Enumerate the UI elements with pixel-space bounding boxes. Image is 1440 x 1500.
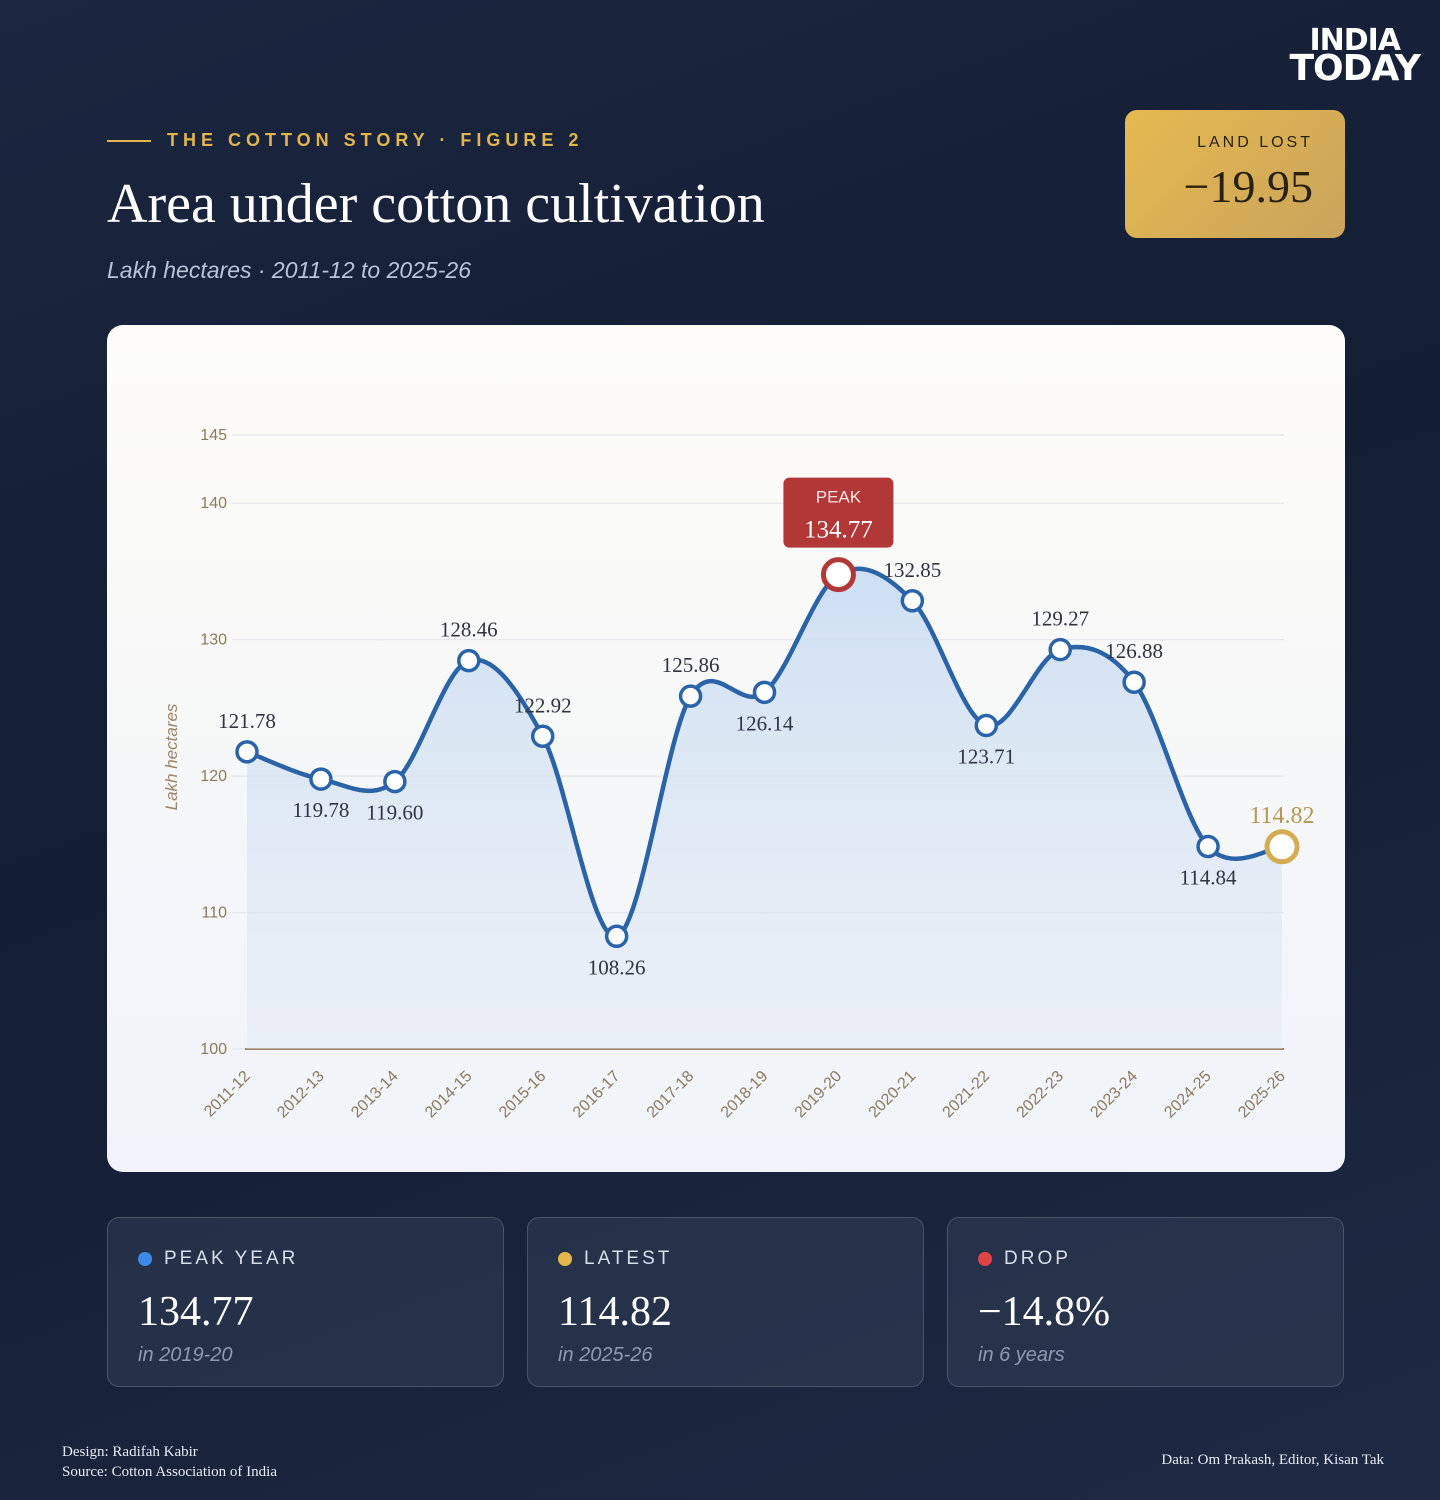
chart: 100 110 120 130 140 145 Lakh hectares 2011-12 12…	[162, 427, 1315, 1122]
x-tick-label: 2012-13	[274, 1068, 328, 1122]
point	[309, 767, 333, 791]
point	[820, 557, 856, 593]
stat-note: in 6 years	[978, 1344, 1065, 1366]
data-label: 114.82	[1249, 803, 1314, 829]
data-label: 126.14	[736, 711, 794, 735]
data-label: 108.26	[588, 955, 646, 979]
data-label: 132.85	[883, 558, 941, 582]
stat-value: 134.77	[138, 1289, 254, 1335]
footer-source: Source: Cotton Association of India	[62, 1464, 277, 1480]
y-axis-label: Lakh hectares	[162, 703, 181, 810]
x-tick-label: 2013-14	[348, 1068, 402, 1122]
stat-label: LATEST	[558, 1248, 893, 1270]
kicker: THE COTTON STORY · FIGURE 2	[107, 130, 583, 151]
data-label: 125.86	[662, 653, 720, 677]
y-tick-label: 110	[201, 905, 227, 922]
logo-line: INDIA	[1309, 23, 1401, 58]
line	[244, 566, 1285, 939]
data-label: 128.46	[440, 618, 498, 642]
point	[604, 924, 629, 949]
badge-value: −19.95	[1183, 161, 1313, 212]
y-tick-label: 140	[200, 495, 227, 512]
stat-card: PEAK YEAR 134.77 in 2019-20	[107, 1217, 504, 1387]
data-label: 122.92	[514, 693, 572, 717]
stat-value: 114.82	[558, 1289, 672, 1335]
peak-box	[783, 477, 894, 548]
point	[530, 724, 555, 749]
stat-label: PEAK YEAR	[138, 1248, 473, 1270]
x-tick-label: 2014-15	[422, 1068, 476, 1122]
logo: INDIA TODAY	[1289, 23, 1421, 89]
badge: LAND LOST −19.95	[1125, 110, 1345, 238]
point	[1196, 834, 1220, 859]
data-label: 129.27	[1031, 607, 1089, 631]
x-tick-label: 2018-19	[718, 1068, 772, 1122]
x-tick-label: 2023-24	[1087, 1068, 1141, 1122]
stat-note: in 2025-26	[558, 1344, 653, 1366]
title: Area under cotton cultivation	[107, 173, 765, 235]
point	[974, 713, 999, 738]
x-tick-label: 2021-22	[940, 1068, 994, 1122]
subtitle: Lakh hectares · 2011-12 to 2025-26	[107, 257, 471, 283]
data-label: 114.84	[1180, 866, 1237, 890]
point	[678, 684, 703, 708]
stat-label-text: LATEST	[584, 1248, 673, 1269]
x-tick-label: 2020-21	[866, 1068, 920, 1122]
chart-card: 100 110 120 130 140 145 Lakh hectares 2011-12 12…	[107, 325, 1345, 1172]
stat-note: in 2019-20	[138, 1344, 233, 1366]
x-tick-label: 2011-12	[201, 1068, 254, 1121]
stat-label: DROP	[978, 1248, 1313, 1270]
footer-data: Data: Om Prakash, Editor, Kisan Tak	[1161, 1452, 1384, 1468]
x-tick-label: 2016-17	[570, 1068, 624, 1122]
x-tick-label: 2025-26	[1235, 1068, 1289, 1122]
stat-card: DROP −14.8% in 6 years	[947, 1217, 1344, 1387]
point	[235, 740, 259, 764]
y-tick-label: 145	[200, 427, 227, 444]
footer-design: Design: Radifah Kabir	[62, 1444, 198, 1460]
point	[383, 769, 407, 794]
x-tick-label: 2017-18	[644, 1068, 698, 1122]
data-label: 119.78	[292, 798, 349, 822]
stat-label-text: PEAK YEAR	[164, 1248, 299, 1269]
point	[457, 648, 481, 673]
y-tick-label: 130	[200, 632, 227, 649]
data-label: 119.60	[366, 801, 423, 825]
badge-label: LAND LOST	[1197, 134, 1313, 151]
point	[1048, 637, 1072, 662]
point	[1264, 829, 1300, 865]
area	[247, 568, 1282, 1049]
logo-line: TODAY	[1289, 48, 1421, 89]
stat-value: −14.8%	[978, 1289, 1111, 1335]
data-label: 123.71	[957, 744, 1015, 768]
point	[900, 589, 925, 613]
peak-value: 134.77	[804, 517, 873, 544]
stat-card: LATEST 114.82 in 2025-26	[527, 1217, 924, 1387]
data-label: 126.88	[1105, 639, 1163, 663]
point	[1122, 670, 1146, 694]
x-tick-label: 2024-25	[1161, 1068, 1215, 1122]
x-tick-label: 2015-16	[496, 1068, 550, 1122]
x-tick-label: 2019-20	[792, 1068, 846, 1122]
point	[752, 680, 777, 705]
peak-annotation: PEAK 134.77	[783, 477, 894, 548]
x-tick-label: 2022-23	[1014, 1068, 1068, 1122]
data-label: 121.78	[218, 709, 276, 733]
y-tick-label: 120	[200, 768, 227, 785]
y-tick-label: 100	[200, 1041, 227, 1058]
peak-label: PEAK	[816, 488, 862, 507]
stat-label-text: DROP	[1004, 1248, 1071, 1269]
